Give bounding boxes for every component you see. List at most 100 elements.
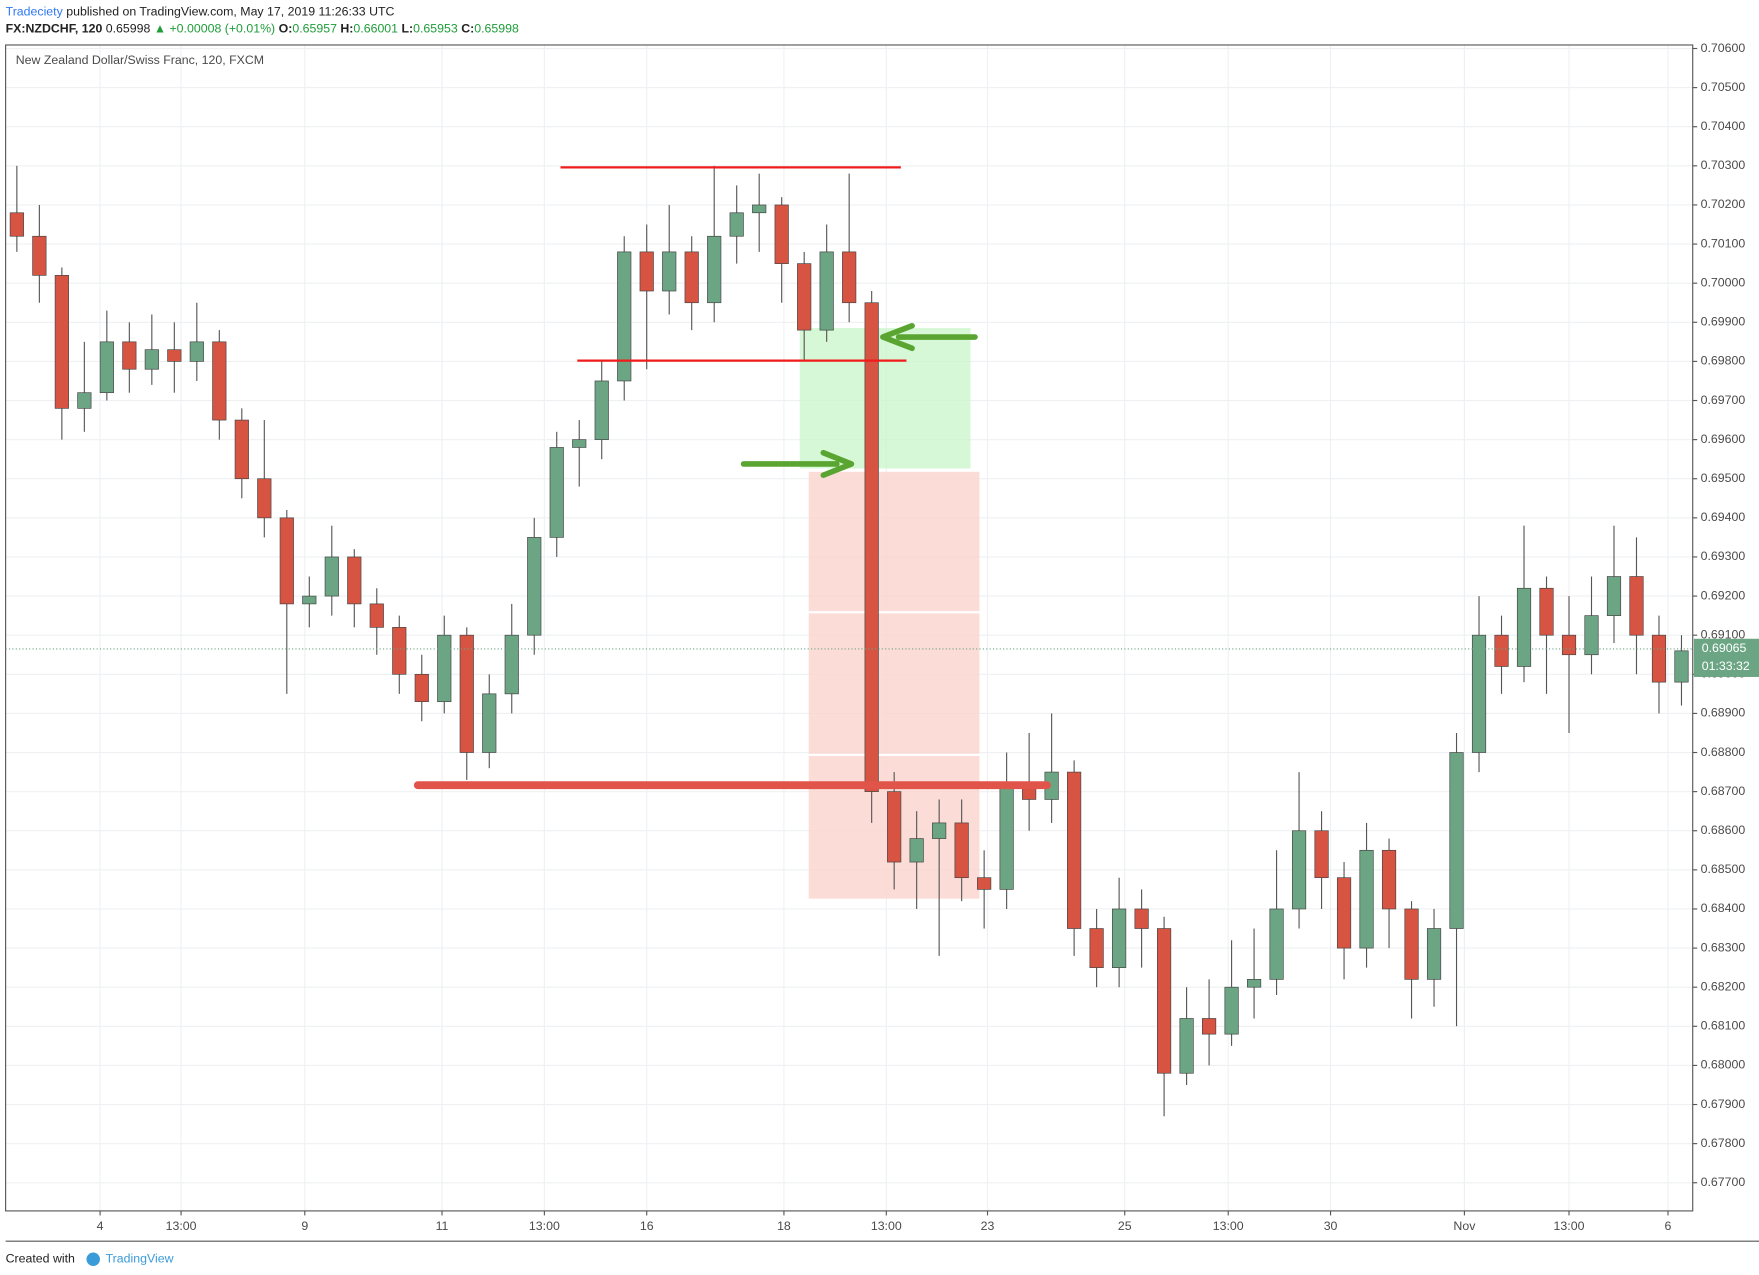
candle-body: [1224, 986, 1239, 1035]
x-tick-label: 13:00: [1554, 1219, 1585, 1233]
profit-zone: [799, 328, 971, 469]
x-tick-label: 4: [97, 1219, 104, 1233]
y-tick-label: 0.68000: [1701, 1058, 1746, 1072]
l-value: 0.65953: [413, 22, 458, 36]
x-tick-label: 16: [640, 1219, 654, 1233]
candle-body: [1359, 849, 1374, 949]
y-tick-label: 0.70600: [1701, 41, 1746, 55]
candle-body: [819, 251, 834, 331]
y-tick-label: 0.70300: [1701, 158, 1746, 172]
candle-body: [1202, 1018, 1217, 1035]
candle-body: [347, 556, 362, 605]
candle-body: [1629, 576, 1644, 636]
arrow-left: [880, 322, 978, 352]
x-tick-label: 25: [1118, 1219, 1132, 1233]
change: ▲ +0.00008 (+0.01%): [154, 22, 275, 36]
candle-body: [1269, 908, 1284, 980]
candle-body: [1134, 908, 1149, 929]
candle-body: [392, 627, 407, 675]
y-tick-label: 0.68900: [1701, 706, 1746, 720]
candle-body: [189, 341, 204, 362]
candle-body: [1606, 576, 1622, 616]
candle-body: [842, 251, 857, 304]
x-tick-label: 30: [1324, 1219, 1338, 1233]
symbol-line: FX:NZDCHF, 120 0.65998 ▲ +0.00008 (+0.01…: [6, 22, 519, 36]
candle-body: [1449, 752, 1464, 929]
annotations: [413, 166, 1051, 790]
published: published on TradingView.com, May 17, 20…: [66, 5, 394, 19]
c-value: 0.65998: [474, 22, 519, 36]
y-tick-label: 0.70000: [1701, 275, 1746, 289]
candle-body: [369, 603, 384, 628]
x-tick-label: 13:00: [529, 1219, 560, 1233]
candle-body: [1471, 634, 1487, 753]
y-tick-label: 0.68600: [1701, 823, 1746, 837]
candle-body: [797, 263, 812, 331]
candle-body: [549, 447, 564, 538]
o-value: 0.65957: [292, 22, 337, 36]
candle-body: [977, 877, 992, 890]
candle-body: [1561, 634, 1577, 656]
candle-body: [482, 693, 497, 753]
candle-body: [77, 392, 92, 409]
candle-body: [1404, 908, 1419, 980]
x-tick-label: Nov: [1453, 1219, 1476, 1233]
y-tick-label: 0.69600: [1701, 432, 1746, 446]
y-tick-label: 0.69500: [1701, 471, 1746, 485]
candle-body: [932, 822, 947, 839]
x-tick-label: 23: [981, 1219, 995, 1233]
candle-body: [459, 634, 474, 753]
candle-body: [527, 537, 542, 636]
x-tick-label: 13:00: [166, 1219, 197, 1233]
x-tick-label: 9: [301, 1219, 308, 1233]
candle-body: [1426, 928, 1442, 980]
candle-body: [414, 673, 429, 703]
candle-body: [887, 791, 902, 863]
brand-icon: [86, 1252, 100, 1266]
x-tick-label: 18: [777, 1219, 791, 1233]
candle-body: [1674, 650, 1689, 683]
footer-created: Created with: [6, 1251, 75, 1265]
candle-body: [122, 341, 137, 370]
candle-body: [1584, 615, 1599, 656]
candle-body: [437, 634, 452, 703]
candle-body: [707, 235, 722, 304]
y-tick-label: 0.68700: [1701, 784, 1746, 798]
y-tick-label: 0.67700: [1701, 1175, 1746, 1189]
candle-body: [1112, 908, 1127, 968]
plot-frame: [5, 44, 1694, 1212]
footer-brand[interactable]: TradingView: [106, 1251, 174, 1265]
candle-body: [774, 204, 789, 264]
price: 0.65998: [106, 22, 151, 36]
y-tick-label: 0.68200: [1701, 979, 1746, 993]
candle-body: [167, 349, 182, 362]
candle-body: [144, 349, 159, 370]
c-label: C:: [461, 22, 474, 36]
chart-title: New Zealand Dollar/Swiss Franc, 120, FXC…: [16, 53, 264, 67]
candle-body: [864, 302, 879, 792]
candle-body: [1381, 849, 1397, 910]
y-tick-label: 0.70400: [1701, 119, 1746, 133]
y-tick-label: 0.69100: [1701, 627, 1746, 641]
y-tick-label: 0.70100: [1701, 236, 1746, 250]
candle-body: [639, 251, 654, 292]
candle-body: [324, 556, 339, 597]
y-tick-label: 0.69300: [1701, 549, 1746, 563]
y-tick-label: 0.69900: [1701, 315, 1746, 329]
y-tick-label: 0.68400: [1701, 901, 1746, 915]
candle-body: [302, 595, 317, 605]
drawings: [799, 328, 980, 899]
y-tick-label: 0.67800: [1701, 1136, 1746, 1150]
countdown-label: 01:33:32: [1702, 659, 1750, 673]
author[interactable]: Tradeciety: [6, 5, 64, 19]
candle-body: [729, 212, 744, 237]
candle-body: [1516, 587, 1532, 667]
x-tick-label: 13:00: [871, 1219, 902, 1233]
x-tick-label: 6: [1665, 1219, 1672, 1233]
header-line: Tradeciety published on TradingView.com,…: [6, 5, 395, 19]
candle-body: [1179, 1018, 1194, 1074]
candle-body: [1539, 587, 1554, 636]
candle-body: [504, 634, 519, 695]
candle-body: [1336, 877, 1352, 949]
